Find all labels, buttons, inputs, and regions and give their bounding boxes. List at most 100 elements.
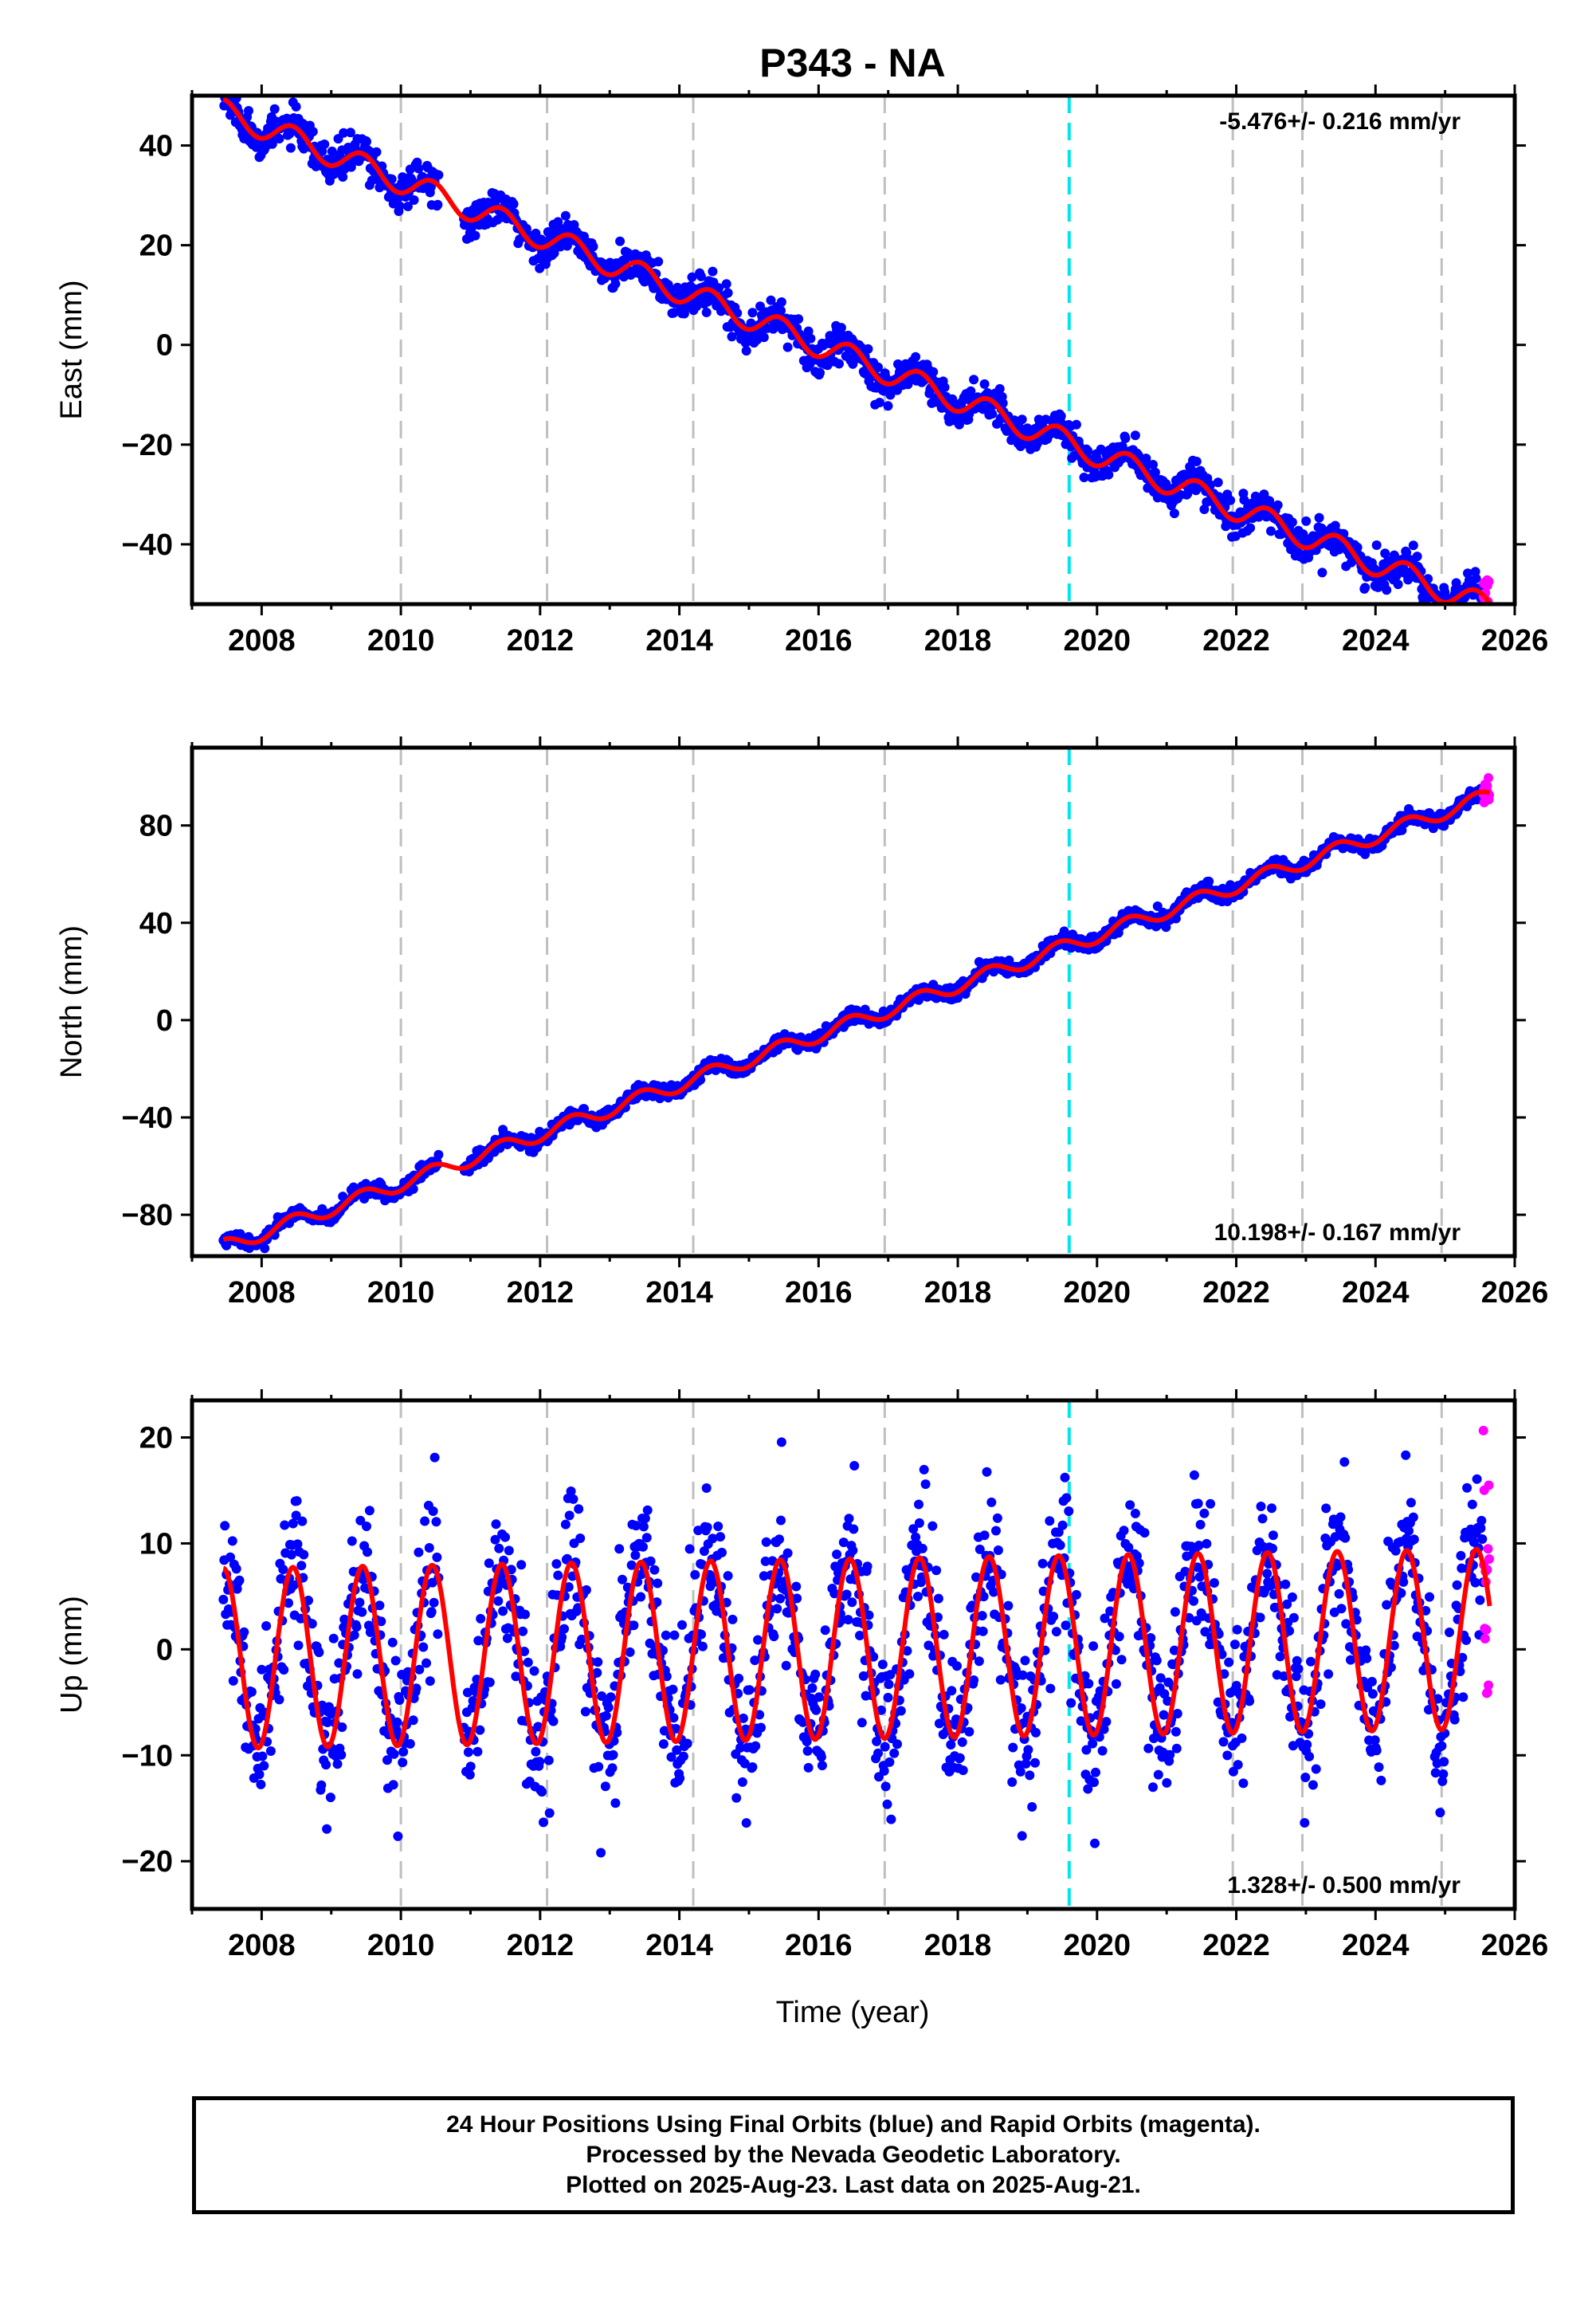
data-point bbox=[606, 1692, 616, 1702]
data-point bbox=[986, 1497, 997, 1507]
data-point bbox=[1125, 1500, 1135, 1510]
data-point bbox=[803, 326, 814, 336]
data-point bbox=[520, 1609, 530, 1620]
data-point bbox=[1189, 1470, 1199, 1480]
data-point bbox=[1051, 1627, 1061, 1637]
data-point bbox=[574, 1504, 584, 1514]
data-point bbox=[603, 1702, 614, 1713]
data-point bbox=[723, 288, 733, 298]
data-point bbox=[668, 1684, 678, 1694]
data-point bbox=[1057, 1520, 1068, 1530]
data-point bbox=[1266, 526, 1276, 536]
data-point bbox=[470, 230, 480, 241]
data-point bbox=[1317, 567, 1327, 578]
data-point bbox=[1130, 1508, 1140, 1518]
data-point bbox=[1049, 1612, 1059, 1622]
data-point bbox=[1193, 1498, 1203, 1509]
data-point bbox=[982, 1467, 992, 1477]
chart-title: P343 - NA bbox=[759, 41, 945, 85]
x-tick-label: 2012 bbox=[507, 1276, 574, 1310]
data-point bbox=[1119, 1526, 1129, 1536]
data-point bbox=[883, 1692, 893, 1702]
data-point bbox=[280, 1520, 290, 1530]
data-point bbox=[747, 1762, 758, 1772]
data-point bbox=[1463, 568, 1472, 579]
data-point bbox=[690, 1569, 700, 1580]
data-point bbox=[638, 1522, 649, 1532]
data-point bbox=[254, 1769, 265, 1780]
data-point bbox=[640, 1514, 650, 1523]
data-point bbox=[886, 1814, 896, 1824]
data-point bbox=[429, 1597, 439, 1608]
data-point bbox=[1025, 1770, 1035, 1781]
data-point bbox=[321, 1760, 331, 1770]
data-point bbox=[756, 1722, 766, 1733]
data-point bbox=[408, 1715, 418, 1726]
data-point bbox=[741, 346, 751, 356]
data-point bbox=[1446, 611, 1456, 621]
x-tick-label: 2020 bbox=[1064, 1276, 1131, 1310]
data-point bbox=[775, 1593, 785, 1604]
data-point bbox=[601, 1710, 611, 1721]
data-point bbox=[1362, 1653, 1372, 1663]
data-point bbox=[562, 241, 572, 251]
data-point bbox=[687, 272, 697, 282]
data-point bbox=[349, 1630, 359, 1640]
x-tick-label: 2014 bbox=[645, 624, 713, 658]
x-tick-label: 2008 bbox=[228, 1276, 296, 1310]
data-point bbox=[913, 1592, 923, 1601]
data-point bbox=[863, 344, 873, 354]
panel-3: 2008 2010 2012 2014 2016 2018 2020 2022 2024 2026… bbox=[55, 1389, 1548, 1962]
data-point bbox=[939, 1629, 949, 1640]
data-point bbox=[498, 1606, 508, 1616]
data-point bbox=[1367, 1676, 1377, 1687]
data-point bbox=[1311, 1764, 1321, 1774]
data-point bbox=[1453, 611, 1462, 621]
rapid-point bbox=[1484, 605, 1494, 615]
data-point bbox=[761, 1537, 771, 1547]
data-point bbox=[1091, 1767, 1100, 1777]
data-point bbox=[701, 1483, 712, 1493]
data-point bbox=[231, 1564, 241, 1574]
data-point bbox=[1293, 1663, 1304, 1674]
x-tick-label: 2010 bbox=[367, 1276, 435, 1310]
data-point bbox=[1301, 516, 1312, 526]
data-point bbox=[920, 1479, 931, 1490]
data-point bbox=[508, 199, 519, 209]
data-point bbox=[766, 295, 776, 305]
data-point bbox=[708, 266, 718, 277]
data-point bbox=[1209, 1578, 1219, 1588]
data-point bbox=[776, 297, 786, 307]
data-point bbox=[529, 1666, 539, 1676]
data-point bbox=[629, 1620, 639, 1631]
data-point bbox=[1334, 1588, 1344, 1599]
data-point bbox=[228, 1675, 238, 1686]
data-point bbox=[958, 1765, 968, 1776]
data-point bbox=[1104, 469, 1114, 480]
data-point bbox=[610, 279, 621, 289]
data-point bbox=[769, 1632, 779, 1642]
data-point bbox=[727, 332, 737, 342]
data-point bbox=[1027, 1802, 1037, 1812]
data-point bbox=[433, 170, 444, 180]
data-point bbox=[1323, 1669, 1334, 1679]
data-point bbox=[560, 1519, 571, 1530]
data-point bbox=[338, 172, 348, 182]
data-point bbox=[1445, 609, 1454, 619]
x-tick-label: 2022 bbox=[1202, 624, 1270, 658]
data-point bbox=[600, 1781, 610, 1792]
data-point bbox=[1335, 1512, 1346, 1522]
data-point bbox=[551, 1559, 562, 1569]
data-point bbox=[463, 1747, 473, 1757]
data-point bbox=[1222, 1750, 1233, 1761]
data-point bbox=[1089, 1777, 1099, 1788]
data-point bbox=[1017, 414, 1027, 425]
x-tick-label: 2020 bbox=[1064, 624, 1131, 658]
data-point bbox=[993, 1545, 1003, 1555]
data-point bbox=[553, 1570, 563, 1581]
data-point bbox=[658, 1739, 669, 1749]
data-point bbox=[880, 1781, 891, 1792]
data-point bbox=[649, 1565, 660, 1575]
data-point bbox=[914, 1499, 923, 1510]
data-point bbox=[1114, 1632, 1124, 1642]
